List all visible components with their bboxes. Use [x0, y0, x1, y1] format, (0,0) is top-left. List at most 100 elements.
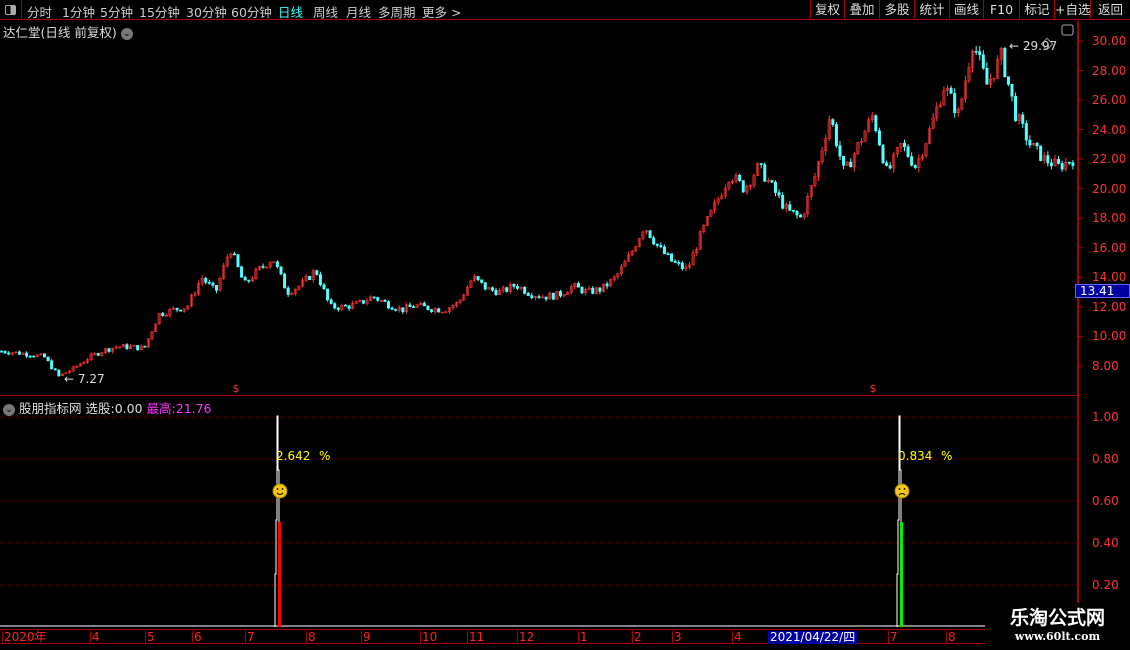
- candle-body: [770, 180, 774, 183]
- time-label: 11: [467, 630, 485, 644]
- candle-body: [272, 261, 276, 264]
- candle-body: [913, 165, 917, 168]
- panel-toggle-icon[interactable]: [0, 0, 22, 20]
- period-10[interactable]: 更多 >: [422, 5, 462, 20]
- candle-body: [261, 266, 265, 268]
- candle-body: [458, 299, 462, 303]
- candle-body: [773, 181, 777, 193]
- candle-body: [788, 204, 792, 211]
- candle-body: [541, 296, 545, 299]
- candle-body: [157, 312, 161, 325]
- period-8[interactable]: 月线: [346, 5, 372, 20]
- candle-body: [935, 106, 939, 119]
- candle-body: [752, 175, 756, 186]
- indicator-tick: 0.60: [1092, 494, 1119, 508]
- candle-body: [369, 296, 373, 302]
- toolbar-button-0[interactable]: 复权: [810, 0, 844, 20]
- candle-body: [82, 361, 86, 365]
- candle-body: [354, 301, 358, 304]
- candle-body: [584, 289, 588, 294]
- period-9[interactable]: 多周期: [378, 5, 416, 20]
- candle-body: [189, 294, 193, 307]
- candle-body: [154, 323, 158, 332]
- candle-body: [111, 347, 115, 352]
- candle-body: [680, 262, 684, 269]
- candle-body: [842, 156, 846, 166]
- indicator-name[interactable]: 股朋指标网: [18, 401, 82, 416]
- candle-body: [50, 360, 54, 370]
- candle-body: [7, 352, 11, 355]
- candle-body: [86, 359, 90, 363]
- period-6[interactable]: 日线: [278, 5, 304, 20]
- toolbar-button-3[interactable]: 统计: [914, 0, 949, 20]
- panel-divider[interactable]: [0, 395, 1078, 396]
- candle-body: [179, 309, 183, 312]
- period-3[interactable]: 15分钟: [139, 5, 180, 20]
- price-tick: 8.00: [1092, 358, 1119, 373]
- candle-body: [225, 256, 229, 266]
- period-5[interactable]: 60分钟: [231, 5, 272, 20]
- candle-body: [429, 309, 433, 312]
- candle-body: [748, 185, 752, 187]
- period-4[interactable]: 30分钟: [186, 5, 227, 20]
- candle-body: [78, 363, 82, 367]
- candle-body: [107, 348, 111, 352]
- candle-body: [999, 48, 1003, 60]
- dividend-marker[interactable]: $: [870, 382, 877, 395]
- candle-body: [892, 153, 896, 169]
- candle-body: [404, 304, 408, 313]
- candle-body: [877, 130, 881, 146]
- period-7[interactable]: 周线: [313, 5, 339, 20]
- candle-body: [659, 245, 663, 248]
- candle-body: [816, 161, 820, 177]
- diamond-icon[interactable]: [1040, 37, 1054, 51]
- chevron-down-icon[interactable]: ⌄: [120, 27, 133, 40]
- price-tick: 28.00: [1092, 63, 1127, 78]
- candle-body: [17, 351, 21, 355]
- toolbar-button-6[interactable]: 标记: [1019, 0, 1054, 20]
- candle-body: [1003, 48, 1007, 78]
- signal-unit: %: [319, 449, 330, 463]
- candle-body: [949, 87, 953, 94]
- candle-body: [304, 276, 308, 281]
- candle-body: [318, 274, 322, 285]
- toolbar-button-4[interactable]: 画线: [949, 0, 983, 20]
- candle-body: [476, 276, 480, 281]
- dividend-marker[interactable]: $: [233, 382, 240, 395]
- candle-body: [1017, 114, 1021, 122]
- toolbar-button-1[interactable]: 叠加: [844, 0, 879, 20]
- candle-body: [533, 296, 537, 299]
- candle-body: [161, 312, 165, 316]
- candle-body: [426, 305, 430, 310]
- panel-toggle-icon[interactable]: [1061, 24, 1074, 36]
- candle-body: [290, 293, 294, 295]
- candle-body: [322, 284, 326, 290]
- toolbar-button-2[interactable]: 多股: [879, 0, 914, 20]
- candle-body: [695, 249, 699, 254]
- candle-body: [240, 266, 244, 278]
- toolbar-button-8[interactable]: 返回: [1090, 0, 1130, 20]
- candle-body: [146, 338, 150, 348]
- price-tick: 20.00: [1092, 181, 1127, 196]
- period-0[interactable]: 分时: [27, 5, 53, 20]
- signal-bar: [900, 522, 903, 627]
- candle-body: [204, 278, 208, 283]
- toolbar-button-7[interactable]: +自选: [1054, 0, 1090, 20]
- candle-body: [71, 366, 75, 372]
- candle-body: [365, 300, 369, 304]
- candle-body: [670, 253, 674, 262]
- price-axis: [1077, 21, 1079, 628]
- candle-body: [483, 282, 487, 290]
- candle-body: [1057, 159, 1061, 164]
- period-1[interactable]: 1分钟: [62, 5, 95, 20]
- chevron-down-icon[interactable]: ⌄: [3, 403, 15, 416]
- candle-body: [75, 365, 79, 368]
- candle-body: [0, 350, 4, 353]
- toolbar-button-5[interactable]: F10: [983, 0, 1019, 20]
- candle-body: [942, 90, 946, 106]
- period-2[interactable]: 5分钟: [100, 5, 133, 20]
- candle-body: [300, 280, 304, 287]
- candle-body: [39, 353, 43, 356]
- candle-body: [967, 67, 971, 82]
